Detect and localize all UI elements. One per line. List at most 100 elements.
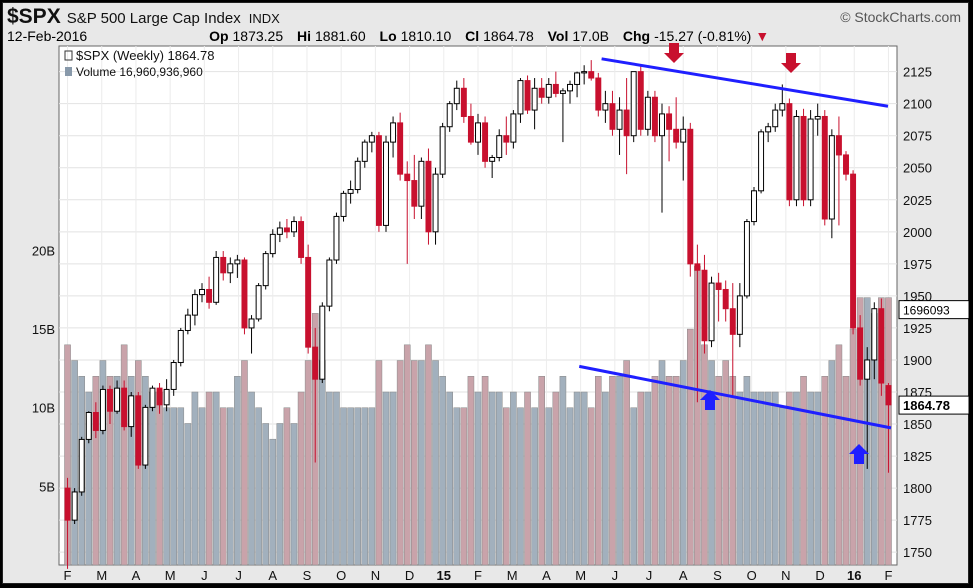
price-tick-label: 2025 <box>903 193 932 208</box>
chart-legend: $SPX (Weekly) 1864.78 Volume 16,960,936,… <box>64 48 215 79</box>
candle-body <box>821 115 828 220</box>
candle-body <box>184 314 191 331</box>
volume-bar <box>743 376 751 566</box>
low-label: Lo <box>379 28 397 44</box>
price-tick-label: 1925 <box>903 321 932 336</box>
candle-body <box>206 288 213 303</box>
volume-bar <box>644 391 652 566</box>
candle-body <box>92 412 99 431</box>
volume-tick-label: 5B <box>39 479 55 494</box>
volume-bar <box>849 328 857 566</box>
volume-bar <box>389 391 397 566</box>
down-arrow-icon <box>781 53 801 73</box>
candle-body <box>680 128 687 143</box>
price-tick-label: 1750 <box>903 545 932 560</box>
volume-bar <box>587 407 595 566</box>
volume-bar <box>262 423 269 566</box>
candle-body <box>545 83 552 98</box>
volume-bar <box>411 360 418 566</box>
volume-bar <box>396 360 404 566</box>
volume-bar <box>757 391 765 566</box>
volume-bar <box>156 391 163 566</box>
time-tick-label: F <box>474 568 482 583</box>
candle-body <box>786 103 793 201</box>
candle-body <box>467 115 474 143</box>
candle-body <box>552 83 559 94</box>
volume-bar <box>106 376 114 566</box>
candle-body <box>736 295 743 335</box>
candle-body <box>524 80 531 111</box>
candle-body <box>361 141 368 162</box>
candle-body <box>659 113 665 137</box>
price-legend-icon <box>64 50 73 61</box>
candle-body <box>637 71 644 130</box>
price-axis: 1750177518001825185018751900192519501975… <box>898 65 970 560</box>
high-label: Hi <box>297 28 312 44</box>
candle-body <box>559 90 566 94</box>
volume-bar <box>779 407 786 566</box>
volume-bar <box>163 407 170 566</box>
candle-body <box>673 128 680 143</box>
candle-body <box>453 87 460 105</box>
volume-bar <box>227 407 234 566</box>
candle-body <box>291 221 297 233</box>
volume-axis: 5B 10B 15B 20B <box>32 243 55 494</box>
candle-body <box>644 96 651 130</box>
candle-body <box>71 491 78 521</box>
volume-bar <box>382 391 390 566</box>
volume-bar <box>771 391 779 566</box>
candle-body <box>397 122 404 175</box>
volume-bar <box>481 376 489 566</box>
volume-bar <box>856 297 864 566</box>
candle-body <box>567 83 573 92</box>
last-volume-label: 1696093 <box>903 304 950 318</box>
volume-bar <box>602 391 609 566</box>
volume-bar <box>474 391 482 566</box>
volume-bar <box>425 344 432 566</box>
time-axis: F M A M J J A S O N D 15 F M A M J J A S O N D 16 F <box>64 568 893 583</box>
candle-body <box>588 71 595 79</box>
time-tick-label: N <box>781 568 790 583</box>
time-tick-label: J <box>235 568 242 583</box>
candle-body <box>602 103 609 111</box>
volume-bar <box>255 407 262 566</box>
price-tick-label: 2000 <box>903 225 932 240</box>
candle-body <box>857 327 864 380</box>
candle-body <box>107 388 113 412</box>
volume-bar <box>219 407 227 566</box>
high-value: 1881.60 <box>315 28 366 44</box>
volume-bar <box>793 391 800 566</box>
volume-bar <box>531 407 538 566</box>
open-label: Op <box>209 28 229 44</box>
volume-bar <box>807 391 814 566</box>
price-tick-label: 1975 <box>903 257 932 272</box>
price-tick-label: 1800 <box>903 481 932 496</box>
candle-body <box>666 113 673 130</box>
candle-body <box>283 227 290 233</box>
candle-body <box>312 346 319 380</box>
volume-bar <box>326 391 333 566</box>
price-tick-label: 1850 <box>903 417 932 432</box>
volume-bar <box>149 391 156 566</box>
title-bar: $SPX S&P 500 Large Cap Index INDX © StockC… <box>7 5 965 28</box>
candle-body <box>368 135 375 143</box>
candle-body <box>651 96 658 137</box>
volume-bar <box>297 391 305 566</box>
candle-body <box>269 233 276 255</box>
candle-body <box>439 126 446 175</box>
price-tick-label: 2100 <box>903 97 932 112</box>
volume-bar <box>708 360 715 566</box>
price-tick-label: 2125 <box>903 65 932 80</box>
volume-bar <box>347 407 354 566</box>
candle-body <box>340 192 347 217</box>
candle-body <box>114 387 121 412</box>
candle-body <box>758 131 765 192</box>
candle-body <box>616 109 623 130</box>
date-label: 12-Feb-2016 <box>7 28 88 44</box>
candle-body <box>305 256 312 348</box>
time-tick-label: S <box>303 568 312 583</box>
volume-bar <box>361 407 369 566</box>
up-arrow-icon <box>700 390 720 410</box>
time-tick-label: D <box>815 568 824 583</box>
